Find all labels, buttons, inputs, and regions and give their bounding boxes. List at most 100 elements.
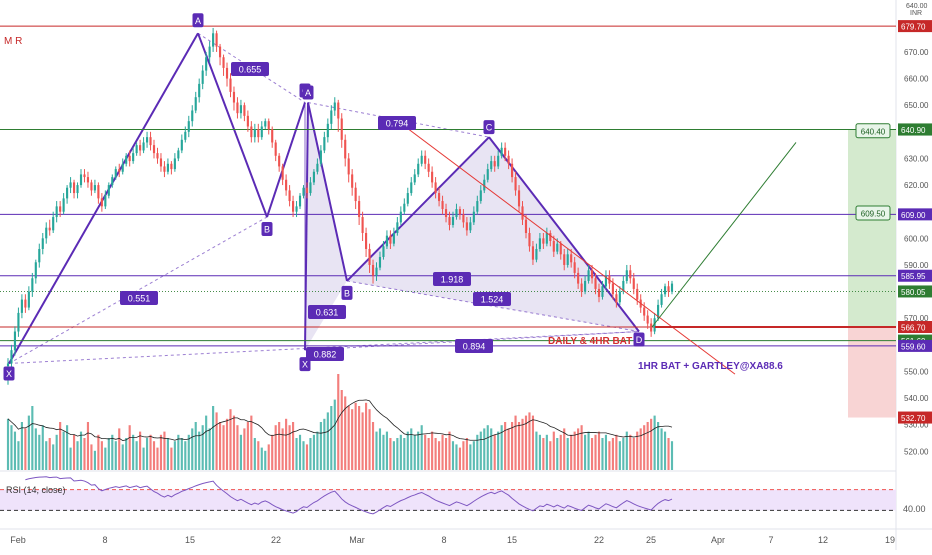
candle-body (281, 166, 284, 180)
diag-x2-d (304, 331, 640, 351)
candle-body (208, 46, 211, 58)
volume-bar (337, 374, 340, 470)
volume-bar (504, 422, 507, 470)
volume-bar (524, 415, 528, 470)
volume-bar (312, 434, 315, 470)
ratio-label-1-text: 0.551 (128, 294, 151, 304)
volume-bar (264, 450, 267, 470)
volume-bar (191, 428, 194, 470)
candle-body (104, 195, 107, 207)
volume-bar (118, 428, 121, 470)
volume-bar (389, 438, 392, 470)
candle-body (556, 243, 559, 252)
volume-bar (125, 438, 128, 470)
ratio-label-6-text: 1.524 (481, 295, 504, 305)
resistance-trendline (404, 126, 736, 375)
point-a1: A (192, 13, 204, 28)
candle-body (93, 185, 96, 191)
candle-body (365, 233, 368, 249)
candle-body (288, 190, 291, 202)
volume-bar (528, 412, 531, 470)
point-d-text: D (636, 335, 643, 345)
ratio-label-6-bg (473, 292, 511, 306)
volume-bar (194, 422, 197, 470)
candle-body (660, 294, 663, 305)
candle-body (549, 233, 552, 241)
candle-body (83, 174, 86, 178)
volume-bar (72, 434, 76, 470)
volume-bar (497, 431, 500, 470)
price-tick: 530.00 (904, 421, 929, 430)
volume-bar (250, 415, 253, 470)
position-zones (848, 129, 896, 418)
candle-body (163, 166, 166, 172)
candle-body (69, 182, 72, 188)
volume-bar (667, 438, 670, 470)
ratio-label-6: 1.524 (473, 292, 511, 306)
candle-body (66, 187, 69, 199)
ratio-label-5-bg (433, 272, 471, 286)
rsi-label: RSI (14, close) (6, 485, 66, 495)
rsi-line (25, 476, 673, 515)
candle-body (469, 222, 472, 231)
volume-bar (152, 441, 156, 470)
volume-bar (132, 434, 135, 470)
volume-bar (212, 406, 215, 470)
candle-body (34, 262, 37, 279)
volume-bar (618, 441, 621, 470)
volume-bar (107, 438, 110, 470)
candle-body (298, 195, 302, 207)
time-tick: 8 (441, 535, 446, 545)
volume-bar (570, 434, 573, 470)
price-tick: 540.00 (904, 394, 929, 403)
candle-body (663, 286, 667, 295)
price-tick: 660.00 (904, 75, 929, 84)
candle-body (389, 235, 392, 244)
candle-body (587, 270, 590, 281)
volume-bar (594, 434, 597, 470)
volume-bar (535, 431, 538, 470)
candle-body (611, 283, 614, 295)
volume-bar (121, 444, 124, 470)
volume-bar (302, 441, 305, 470)
point-b1: B (261, 222, 273, 237)
time-tick: 19 (885, 535, 895, 545)
candle-body (278, 155, 281, 167)
candle-body (643, 307, 646, 316)
point-x2-text: X (302, 360, 308, 370)
candle-body (76, 185, 79, 194)
volume-bar (86, 422, 90, 470)
volume-bar (340, 390, 343, 470)
volume-bar (469, 444, 472, 470)
candle-body (538, 238, 541, 249)
volume-bar (538, 434, 541, 470)
volume-bar (622, 438, 625, 470)
volume-bar (142, 447, 145, 470)
volume-bar (31, 406, 34, 470)
point-a1-bg (192, 13, 204, 28)
volume-bar (371, 422, 375, 470)
volume-bar (584, 434, 587, 470)
volume-bar (295, 438, 298, 470)
pattern-labels: ABCXABCXD0.6550.5510.7940.6310.8821.9181… (3, 13, 891, 381)
candle-body (72, 182, 76, 194)
rsi-tick-label: 40.00 (903, 504, 926, 514)
candle-body (86, 177, 90, 183)
leg-a2-b2 (307, 102, 348, 282)
volume-bar (639, 428, 642, 470)
point-d-bg (633, 332, 645, 347)
volume-bar (597, 431, 601, 470)
candle-body (542, 238, 545, 244)
candle-body (125, 155, 128, 164)
time-tick: 22 (594, 535, 604, 545)
volume-bar (93, 450, 96, 470)
volume-bar (55, 434, 58, 470)
volume-bar (444, 438, 448, 470)
volume-bar (20, 422, 23, 470)
volume-bar (378, 428, 382, 470)
candle-body (618, 291, 621, 303)
currency-label: INR (910, 10, 922, 17)
candle-body (152, 145, 156, 154)
point-x1-text: X (6, 369, 12, 379)
